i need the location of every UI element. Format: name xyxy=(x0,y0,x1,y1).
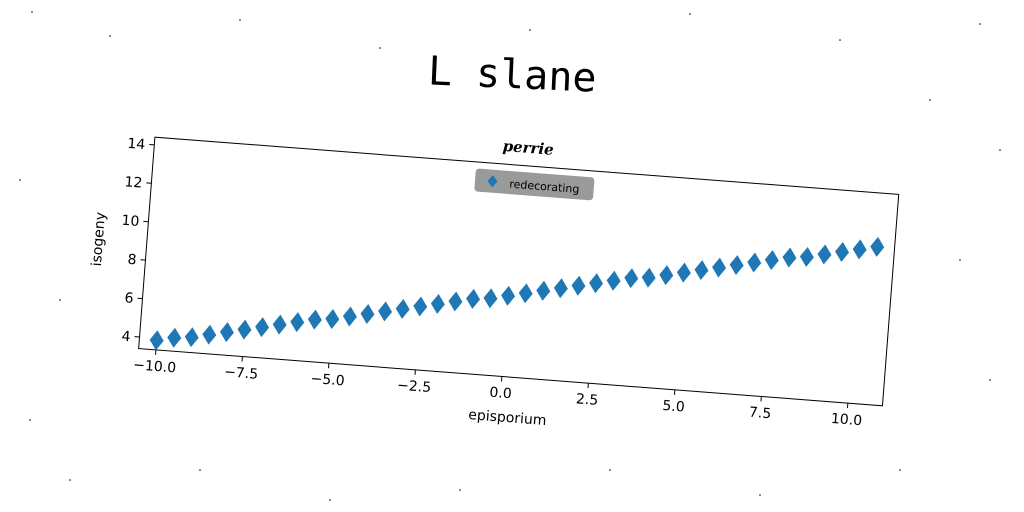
data-point xyxy=(641,267,656,288)
data-point xyxy=(764,250,779,271)
data-point xyxy=(747,252,762,273)
data-point xyxy=(272,314,287,335)
x-tick-label: −10.0 xyxy=(133,357,177,376)
data-point xyxy=(589,273,604,294)
y-axis-label: isogeny xyxy=(89,211,109,266)
plot-title: perrie xyxy=(502,137,554,159)
data-point xyxy=(149,330,164,351)
data-point xyxy=(501,285,516,306)
legend-label-redecorating: redecorating xyxy=(509,178,580,196)
noise-speck xyxy=(929,99,931,101)
noise-speck xyxy=(999,149,1001,151)
data-point xyxy=(676,262,691,283)
noise-speck xyxy=(459,489,461,491)
noise-speck xyxy=(29,419,31,421)
legend: redecorating xyxy=(474,168,595,201)
noise-speck xyxy=(59,299,61,301)
noise-speck xyxy=(19,179,21,181)
x-tick-label: −5.0 xyxy=(310,371,345,390)
y-tick-label: 6 xyxy=(124,290,134,307)
data-point xyxy=(835,241,850,262)
noise-speck xyxy=(899,469,901,471)
noise-speck xyxy=(759,494,761,496)
noise-speck xyxy=(239,19,241,21)
data-point xyxy=(536,280,551,301)
noise-speck xyxy=(329,499,331,501)
data-point xyxy=(413,296,428,317)
data-point xyxy=(307,309,322,330)
noise-speck xyxy=(839,39,841,41)
x-tick-label: −2.5 xyxy=(397,378,432,397)
x-tick-label: 7.5 xyxy=(748,405,771,423)
data-point xyxy=(483,288,498,309)
x-tick-label: −7.5 xyxy=(224,364,259,383)
data-point xyxy=(694,260,709,281)
data-point xyxy=(712,257,727,278)
data-point xyxy=(870,236,885,257)
data-point xyxy=(729,255,744,276)
noise-speck xyxy=(989,379,991,381)
data-point xyxy=(852,239,867,260)
noise-speck xyxy=(959,259,961,261)
noise-speck xyxy=(379,47,381,49)
data-point xyxy=(624,268,639,289)
data-point xyxy=(290,312,305,333)
x-tick-label: 10.0 xyxy=(830,411,862,429)
legend-marker-diamond xyxy=(487,175,498,188)
data-point xyxy=(782,247,797,268)
x-tick-label: 2.5 xyxy=(575,391,598,409)
data-point xyxy=(325,309,340,329)
noise-speck xyxy=(979,23,981,25)
data-point xyxy=(255,317,270,338)
noise-speck xyxy=(609,469,611,471)
data-point xyxy=(571,275,586,296)
noise-speck xyxy=(109,35,111,37)
noise-speck xyxy=(199,469,201,471)
x-axis-label: episporium xyxy=(468,407,547,429)
data-point xyxy=(202,324,217,345)
data-point xyxy=(799,246,814,267)
data-point xyxy=(360,304,375,324)
plot-area xyxy=(138,136,900,407)
data-point xyxy=(606,270,621,291)
y-tick-label: 12 xyxy=(124,174,143,191)
y-tick-label: 4 xyxy=(121,329,131,346)
data-point xyxy=(184,327,199,348)
data-point xyxy=(167,327,182,348)
data-point xyxy=(219,322,234,343)
data-point xyxy=(448,291,463,312)
data-point xyxy=(395,298,410,319)
data-point xyxy=(553,278,568,299)
noise-speck xyxy=(31,11,33,13)
data-point xyxy=(378,301,393,322)
noise-speck xyxy=(529,29,531,31)
y-tick-label: 10 xyxy=(121,213,140,230)
y-tick-label: 14 xyxy=(127,136,146,153)
legend-frame xyxy=(474,168,595,201)
data-point xyxy=(237,319,252,340)
data-point xyxy=(817,244,832,265)
x-tick-label: 5.0 xyxy=(662,398,685,416)
data-point xyxy=(518,283,533,304)
data-point xyxy=(342,306,357,327)
noise-speck xyxy=(69,479,71,481)
x-tick-label: 0.0 xyxy=(489,385,512,403)
noise-speck xyxy=(689,13,691,15)
data-point xyxy=(659,265,674,286)
y-tick-label: 8 xyxy=(127,252,137,269)
data-point xyxy=(430,293,445,314)
data-point xyxy=(466,288,481,309)
